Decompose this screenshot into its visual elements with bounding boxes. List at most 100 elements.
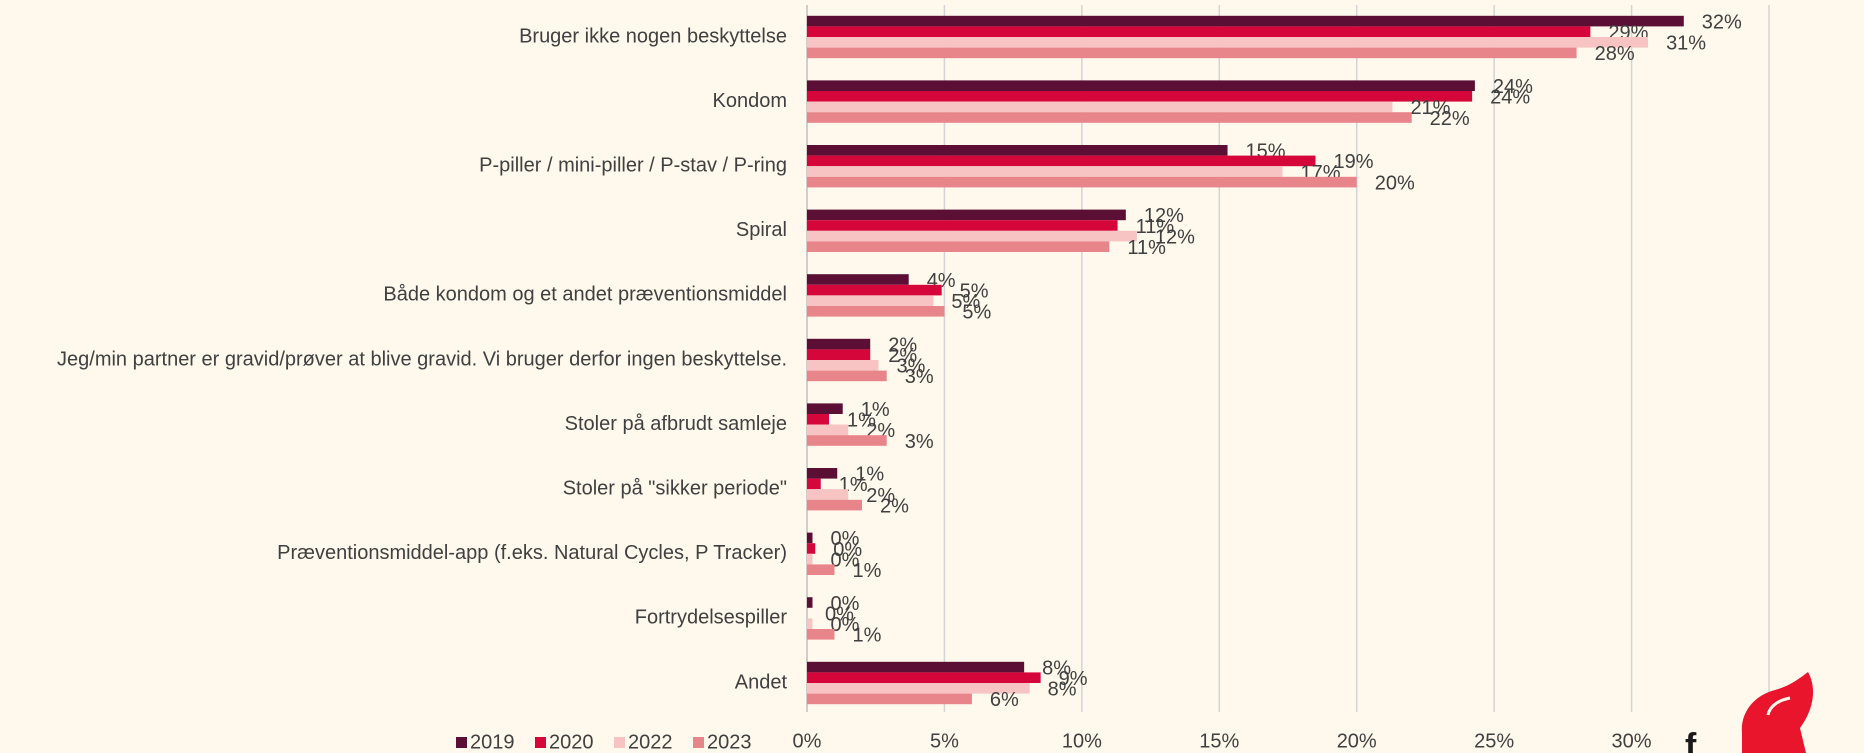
x-tick-label: 15%: [1199, 730, 1239, 752]
legend-label: 2019: [470, 731, 515, 753]
data-label: 3%: [905, 431, 934, 453]
data-label: 31%: [1666, 33, 1706, 55]
data-label: 3%: [905, 366, 934, 388]
bar: [807, 166, 1283, 177]
data-label: 19%: [1333, 151, 1373, 173]
y-tick-label: Kondom: [713, 90, 788, 112]
legend-swatch: [456, 737, 467, 748]
bar: [807, 241, 1110, 252]
bar: [807, 155, 1316, 167]
x-tick-label: 5%: [930, 730, 959, 752]
data-label: 28%: [1595, 43, 1635, 65]
logo-detail: [1766, 696, 1791, 716]
bar: [807, 37, 1649, 48]
bar: [807, 414, 829, 425]
y-tick-label: Både kondom og et andet præventionsmidde…: [383, 284, 787, 306]
bar: [807, 629, 835, 640]
bar: [807, 403, 843, 414]
bar: [807, 435, 887, 446]
bar: [807, 101, 1393, 113]
data-label: 0%: [830, 614, 859, 636]
data-label: 8%: [1042, 657, 1071, 679]
bar: [807, 424, 849, 436]
data-label: 9%: [1059, 668, 1088, 690]
bar: [807, 618, 813, 629]
bar: [807, 220, 1118, 231]
y-tick-label: P-piller / mini-piller / P-stav / P-ring: [479, 154, 787, 176]
legend-swatch: [614, 737, 625, 748]
data-label: 2%: [888, 345, 917, 367]
data-label: 2%: [888, 334, 917, 356]
bar: [807, 370, 887, 382]
bar: [807, 209, 1126, 221]
bar: [807, 338, 871, 350]
bar: [807, 672, 1041, 683]
bar: [807, 274, 909, 285]
bar: [807, 489, 849, 500]
data-label: 2%: [880, 495, 909, 517]
data-label: 2%: [866, 485, 895, 507]
bar: [807, 499, 862, 511]
bar: [807, 661, 1025, 673]
data-label: 1%: [855, 464, 884, 486]
bar: [807, 47, 1577, 59]
bar: [807, 230, 1137, 242]
x-tick-label: 25%: [1474, 730, 1514, 752]
y-tick-label: Andet: [735, 671, 788, 693]
data-label: 1%: [861, 399, 890, 421]
bar: [807, 176, 1357, 188]
bar: [807, 683, 1030, 694]
bar: [807, 91, 1473, 102]
x-tick-label: 20%: [1337, 730, 1377, 752]
data-label: 11%: [1136, 216, 1175, 238]
bar: [807, 26, 1591, 37]
bar: [807, 306, 945, 317]
bar: [807, 349, 871, 360]
data-label: 0%: [833, 539, 862, 561]
bar: [807, 145, 1228, 156]
logo-letter: f: [1685, 727, 1697, 753]
y-tick-label: Fortrydelsespiller: [635, 607, 788, 629]
data-label: 12%: [1144, 205, 1184, 227]
bar: [807, 597, 813, 608]
data-label: 0%: [825, 603, 854, 625]
y-tick-label: Jeg/min partner er gravid/prøver at bliv…: [57, 348, 787, 370]
bar: [807, 360, 879, 371]
logo: [1741, 672, 1814, 753]
bar: [807, 295, 934, 306]
bar: [807, 478, 821, 490]
bar: [807, 284, 942, 296]
data-label: 8%: [1048, 679, 1077, 701]
data-label: 5%: [960, 280, 989, 302]
bar: [807, 553, 813, 565]
data-label: 22%: [1430, 108, 1470, 130]
legend-swatch: [535, 737, 546, 748]
data-label: 24%: [1490, 87, 1530, 109]
data-label: 0%: [830, 593, 859, 615]
legend-swatch: [693, 737, 704, 748]
data-label: 6%: [990, 689, 1019, 711]
y-tick-label: Stoler på "sikker periode": [563, 477, 787, 499]
data-label: 0%: [830, 528, 859, 550]
data-label: 0%: [830, 549, 859, 571]
data-label: 1%: [852, 625, 881, 647]
bar: [807, 112, 1412, 123]
y-tick-label: Bruger ikke nogen beskyttelse: [519, 25, 787, 47]
bar: [807, 543, 816, 554]
x-tick-label: 0%: [793, 730, 822, 752]
data-label: 24%: [1493, 76, 1533, 98]
data-label: 12%: [1155, 226, 1195, 248]
bar: [807, 693, 972, 705]
bar: [807, 80, 1475, 91]
data-label: 11%: [1127, 237, 1166, 259]
legend-label: 2020: [549, 731, 594, 753]
data-label: 5%: [951, 291, 980, 313]
bar: [807, 15, 1684, 27]
data-label: 5%: [962, 302, 991, 324]
data-label: 3%: [896, 356, 925, 378]
data-label: 1%: [847, 410, 876, 432]
data-label: 21%: [1410, 97, 1450, 119]
